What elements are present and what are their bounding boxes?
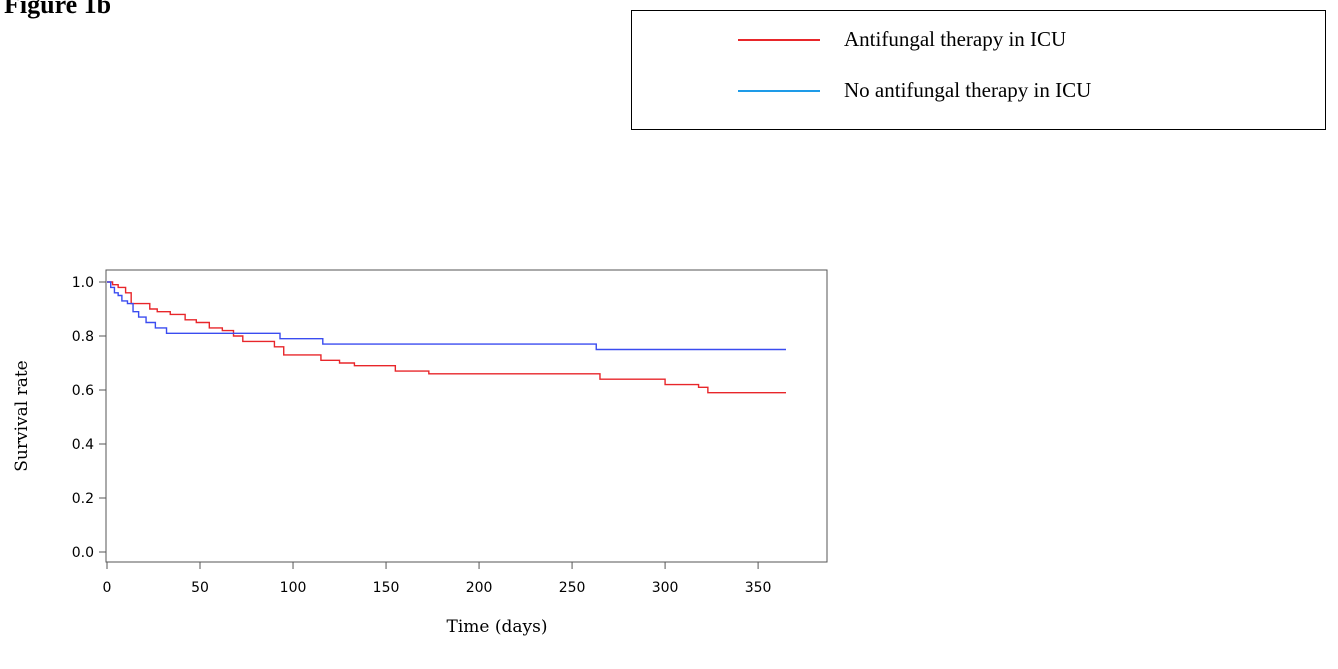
- legend-label-no-antifungal: No antifungal therapy in ICU: [844, 78, 1092, 102]
- x-axis-title: Time (days): [447, 617, 548, 637]
- y-axis-title: Survival rate: [12, 360, 32, 472]
- x-tick-label: 200: [466, 580, 493, 596]
- x-tick-label: 100: [280, 580, 307, 596]
- y-tick-label: 0.2: [72, 491, 94, 507]
- x-tick-label: 50: [191, 580, 209, 596]
- chart-legend: Antifungal therapy in ICU No antifungal …: [631, 10, 1326, 130]
- legend-entry-antifungal: Antifungal therapy in ICU: [632, 25, 1325, 55]
- legend-swatch-no-antifungal: [738, 90, 820, 92]
- x-axis: 0 50 100 150 200 250 300 350: [103, 562, 772, 596]
- legend-entry-no-antifungal: No antifungal therapy in ICU: [632, 76, 1325, 106]
- y-tick-label: 0.4: [72, 437, 94, 453]
- y-tick-label: 1.0: [72, 275, 94, 291]
- series-no-antifungal-line: [107, 281, 786, 351]
- series-antifungal-line: [107, 281, 786, 394]
- plot-frame: [105, 269, 828, 563]
- y-tick-label: 0.8: [72, 329, 94, 345]
- x-tick-label: 350: [745, 580, 772, 596]
- legend-label-antifungal: Antifungal therapy in ICU: [844, 27, 1067, 51]
- y-tick-label: 0.6: [72, 383, 94, 399]
- y-axis: 0.0 0.2 0.4 0.6 0.8 1.0: [72, 275, 106, 561]
- x-tick-label: 150: [373, 580, 400, 596]
- figure-label: Figure 1b: [4, 0, 112, 19]
- legend-swatch-antifungal: [738, 39, 820, 41]
- series-layer: [107, 281, 786, 394]
- x-tick-label: 250: [559, 580, 586, 596]
- x-tick-label: 300: [652, 580, 679, 596]
- y-tick-label: 0.0: [72, 545, 94, 561]
- x-tick-label: 0: [103, 580, 112, 596]
